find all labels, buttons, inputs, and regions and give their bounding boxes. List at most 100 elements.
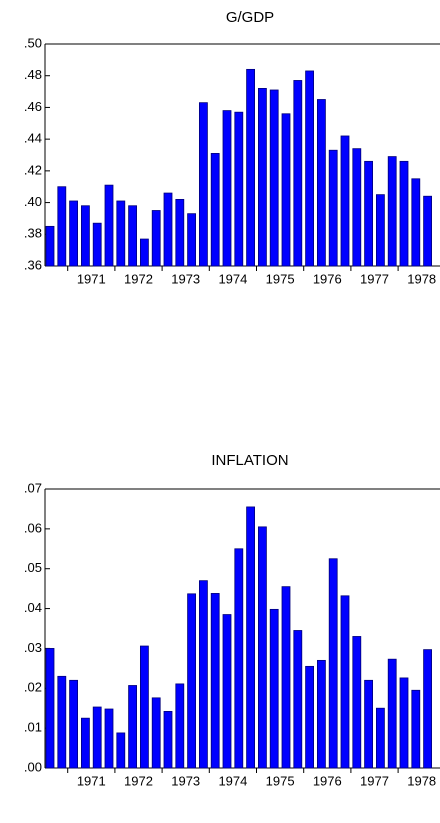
bar xyxy=(364,160,374,267)
x-tick-label: 1976 xyxy=(313,271,342,286)
bar xyxy=(269,89,279,267)
y-tick-label: .36 xyxy=(24,257,42,272)
bar xyxy=(163,711,173,769)
bar xyxy=(151,697,161,769)
bar xyxy=(423,195,433,267)
bar xyxy=(293,80,303,267)
bar xyxy=(69,679,78,769)
bar xyxy=(387,156,397,267)
bar xyxy=(222,614,232,769)
bar xyxy=(116,732,126,769)
bar xyxy=(210,153,220,267)
bar xyxy=(104,184,114,267)
bar xyxy=(198,580,208,769)
bar xyxy=(293,630,303,769)
x-tick-label: 1978 xyxy=(407,271,436,286)
y-tick-label: .44 xyxy=(24,131,42,146)
bar xyxy=(57,675,67,769)
bar xyxy=(187,213,197,267)
bar xyxy=(281,113,291,267)
y-tick-label: .48 xyxy=(24,67,42,82)
x-tick-label: 1973 xyxy=(171,271,200,286)
x-tick-label: 1975 xyxy=(266,271,295,286)
y-tick-label: .38 xyxy=(24,226,42,241)
bar xyxy=(281,586,291,769)
bar xyxy=(375,707,385,769)
y-tick-label: .40 xyxy=(24,194,42,209)
x-tick-label: 1974 xyxy=(218,271,247,286)
bar xyxy=(246,506,256,769)
bar xyxy=(69,200,78,267)
y-tick-label: .42 xyxy=(24,162,42,177)
x-tick-label: 1975 xyxy=(266,773,295,788)
y-tick-label: .03 xyxy=(24,640,42,655)
bar xyxy=(305,665,315,769)
bar xyxy=(45,648,55,769)
bar xyxy=(399,160,409,267)
bar xyxy=(175,683,185,769)
x-tick-label: 1976 xyxy=(313,773,342,788)
bar xyxy=(210,593,220,769)
bar xyxy=(328,149,338,267)
bar xyxy=(57,186,67,267)
bar xyxy=(92,222,102,267)
x-tick-label: 1972 xyxy=(124,271,153,286)
chart-title: INFLATION xyxy=(211,452,288,469)
bar xyxy=(128,685,138,769)
bar xyxy=(175,198,185,267)
y-tick-label: .01 xyxy=(24,720,42,735)
y-tick-label: .07 xyxy=(24,480,42,495)
bar xyxy=(81,205,90,267)
bar xyxy=(399,677,409,769)
y-tick-label: .00 xyxy=(24,759,42,774)
bar xyxy=(364,679,374,769)
x-tick-label: 1973 xyxy=(171,773,200,788)
bar xyxy=(139,645,149,769)
bar xyxy=(81,717,90,769)
bar xyxy=(234,111,244,267)
y-tick-label: .04 xyxy=(24,600,42,615)
bar xyxy=(257,88,267,267)
bar xyxy=(316,99,326,267)
x-tick-label: 1971 xyxy=(77,773,106,788)
y-tick-label: .50 xyxy=(24,35,42,50)
bar xyxy=(222,110,232,267)
bar xyxy=(257,526,267,769)
bar xyxy=(45,225,55,267)
bar xyxy=(151,210,161,267)
bar xyxy=(352,636,362,769)
bar xyxy=(104,708,114,769)
bar xyxy=(411,689,421,769)
bar xyxy=(375,194,385,267)
bar xyxy=(269,608,279,769)
x-tick-label: 1978 xyxy=(407,773,436,788)
x-tick-label: 1971 xyxy=(77,271,106,286)
bar xyxy=(352,148,362,267)
bar xyxy=(305,70,315,267)
y-tick-label: .02 xyxy=(24,680,42,695)
bar xyxy=(139,238,149,267)
bar xyxy=(163,192,173,267)
y-tick-label: .46 xyxy=(24,99,42,114)
y-tick-label: .05 xyxy=(24,560,42,575)
bar xyxy=(198,102,208,267)
bar xyxy=(246,68,256,267)
x-tick-label: 1977 xyxy=(360,773,389,788)
y-tick-label: .06 xyxy=(24,520,42,535)
x-tick-label: 1977 xyxy=(360,271,389,286)
x-tick-label: 1972 xyxy=(124,773,153,788)
bar xyxy=(187,593,197,769)
bar xyxy=(340,595,350,769)
bar xyxy=(423,649,433,769)
bar xyxy=(328,558,338,769)
bar xyxy=(316,659,326,769)
bar xyxy=(411,178,421,267)
bar xyxy=(234,548,244,769)
bar xyxy=(116,200,126,267)
x-tick-label: 1974 xyxy=(218,773,247,788)
bar xyxy=(340,135,350,267)
bar xyxy=(387,658,397,769)
chart-title: G/GDP xyxy=(226,9,274,26)
bar xyxy=(92,706,102,769)
